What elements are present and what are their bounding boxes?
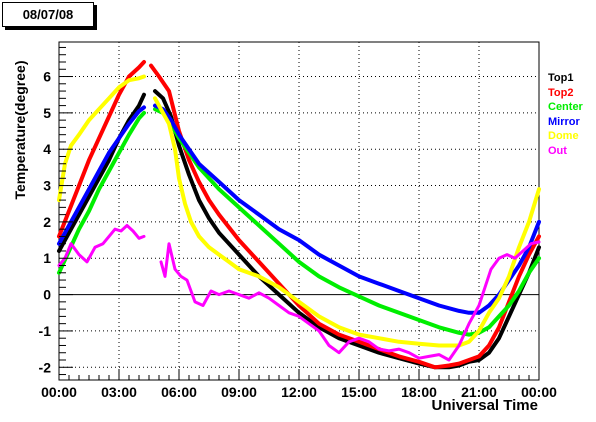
- series-mirror-line: [57, 103, 541, 315]
- y-tick-label: 2: [43, 214, 51, 230]
- y-tick-label: 3: [43, 178, 51, 194]
- y-tick-label: 6: [43, 69, 51, 85]
- series-top2-line: [57, 60, 541, 370]
- x-tick-labels: 00:00 03:00 06:00 09:00 12:00 15:00 18:00 21:00…: [41, 384, 557, 400]
- series-dome-line: [57, 74, 541, 348]
- x-tick-label: 09:00: [221, 384, 257, 400]
- x-tick-label: 21:00: [461, 384, 497, 400]
- series-center-line: [57, 107, 541, 337]
- x-tick-label: 00:00: [41, 384, 77, 400]
- legend-item-mirror: Mirror: [548, 115, 580, 128]
- y-tick-label: 4: [43, 141, 51, 157]
- y-tick-label: 5: [43, 105, 51, 121]
- legend: Top1 Top2 Center Mirror Dome Out: [548, 71, 596, 158]
- legend-item-top2: Top2: [548, 86, 574, 99]
- x-axis-title: Universal Time: [431, 397, 538, 414]
- axis-ticks: [58, 46, 540, 380]
- y-tick-label: -2: [39, 359, 52, 375]
- x-tick-label: 03:00: [101, 384, 137, 400]
- series-out-line: [57, 224, 541, 362]
- y-tick-label: -1: [39, 323, 52, 339]
- legend-item-center: Center: [548, 101, 583, 113]
- legend-item-top1: Top1: [548, 72, 574, 84]
- x-tick-label: 18:00: [401, 384, 437, 400]
- legend-item-out: Out: [548, 144, 567, 157]
- y-tick-label: 0: [43, 287, 51, 303]
- x-tick-label: 12:00: [281, 384, 317, 400]
- series-layer: [57, 60, 541, 370]
- date-label: 08/07/08: [2, 2, 94, 27]
- x-tick-label: 06:00: [161, 384, 197, 400]
- y-tick-label: 1: [43, 250, 51, 266]
- x-tick-label: 00:00: [521, 384, 557, 400]
- y-tick-labels: -2 -1 0 1 2 3 4 5 6: [39, 69, 52, 376]
- series-top1-line: [57, 89, 541, 370]
- legend-item-dome: Dome: [548, 130, 579, 142]
- y-axis-title: Temperature(degree): [12, 60, 28, 200]
- grid-lines: [59, 42, 539, 380]
- x-tick-label: 15:00: [341, 384, 377, 400]
